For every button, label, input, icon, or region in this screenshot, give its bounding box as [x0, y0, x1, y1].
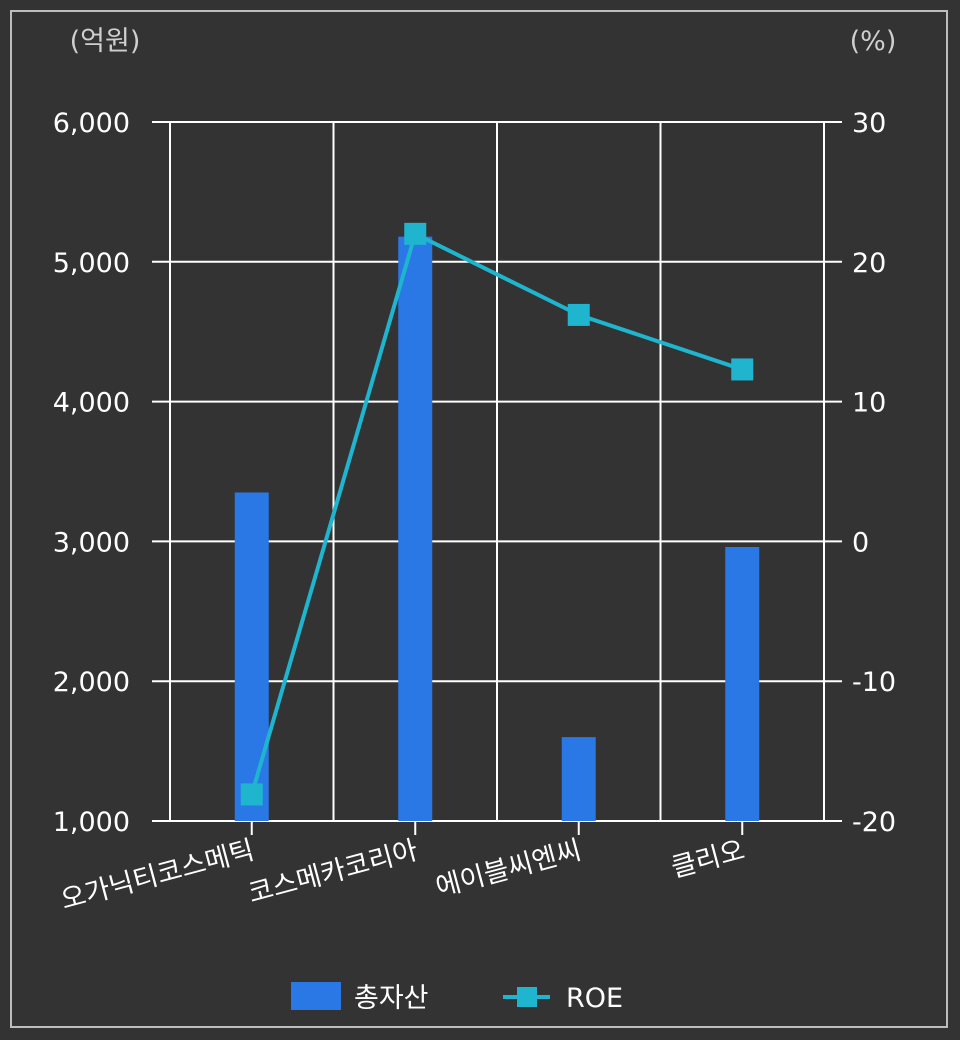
chart-frame	[10, 10, 948, 1028]
roe-point	[567, 303, 590, 326]
bar	[725, 546, 760, 821]
bar-series	[234, 236, 760, 822]
right-tick-label: 30	[852, 108, 886, 139]
right-tick-label: 0	[852, 527, 869, 558]
bar	[398, 236, 433, 822]
right-tick-label: 20	[852, 248, 886, 279]
x-tick-label: 오가닉티코스메틱	[58, 835, 258, 916]
left-tick-label: 5,000	[53, 248, 130, 279]
roe-line	[249, 230, 743, 795]
roe-point	[404, 222, 427, 245]
left-axis-unit: (억원)	[70, 26, 141, 57]
bar	[561, 737, 596, 821]
tick-labels: 1,000 -20 2,000 -10 3,000 0 4,000 10 5,000 20 6,00…	[53, 108, 896, 916]
axes	[152, 121, 842, 835]
legend-swatch-bar	[291, 982, 341, 1010]
right-tick-label: -10	[852, 667, 896, 698]
roe-point	[240, 783, 263, 806]
legend: 총자산 ROE	[291, 982, 623, 1014]
x-tick-label: 클리오	[668, 835, 748, 884]
legend-label-line: ROE	[566, 983, 623, 1014]
grid	[169, 121, 825, 822]
line-series	[240, 222, 754, 806]
roe-point	[731, 358, 754, 381]
x-tick-label: 코스메카코리아	[245, 835, 421, 910]
left-tick-label: 4,000	[53, 388, 130, 419]
left-tick-label: 1,000	[53, 807, 130, 838]
right-tick-label: 10	[852, 388, 886, 419]
left-tick-label: 2,000	[53, 667, 130, 698]
x-tick-label: 에이블씨엔씨	[433, 835, 585, 904]
bar	[234, 492, 269, 821]
legend-swatch-marker	[517, 987, 537, 1007]
left-tick-label: 6,000	[53, 108, 130, 139]
legend-label-bar: 총자산	[354, 983, 429, 1014]
right-tick-label: -20	[852, 807, 896, 838]
right-axis-unit: (%)	[850, 26, 897, 57]
left-tick-label: 3,000	[53, 527, 130, 558]
